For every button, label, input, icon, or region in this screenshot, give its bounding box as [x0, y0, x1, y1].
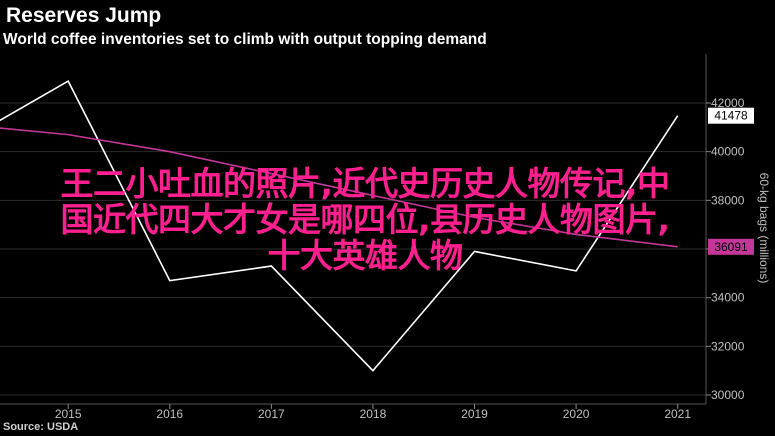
end-label-2: 36091: [708, 238, 754, 255]
x-tick-label: 2019: [461, 407, 488, 421]
x-tick-label: 2016: [156, 407, 183, 421]
end-label-box: [708, 107, 754, 124]
overlay-line-3: 十大英雄人物: [267, 236, 464, 275]
end-labels: 41478 36091: [708, 107, 754, 255]
y-axis-label: 60-kg bags (millions): [757, 173, 771, 284]
end-label-text: 41478: [714, 109, 748, 123]
chart-title: Reserves Jump: [6, 4, 162, 27]
y-tick-label: 40000: [711, 145, 745, 159]
y-tick-label: 32000: [711, 339, 745, 353]
series-line-2: [0, 127, 678, 248]
series-line-1: [0, 79, 679, 372]
overlay-watermark-text: 王二小吐血的照片,近代史历史人物传记,中 国近代四大才女是哪四位,县历史人物图片…: [0, 166, 730, 274]
x-tick-label: 2015: [55, 407, 82, 421]
y-tick-label: 38000: [711, 193, 745, 207]
x-axis: 2015 2016 2017 2018 2019 2020 2021: [55, 404, 691, 421]
x-tick-label: 2020: [563, 407, 590, 421]
overlay-line-2: 国近代四大才女是哪四位,县历史人物图片,: [60, 200, 670, 239]
overlay-line-1: 王二小吐血的照片,近代史历史人物传记,中: [60, 164, 670, 203]
chart-subtitle: World coffee inventories set to climb wi…: [3, 31, 487, 48]
end-label-1: 41478: [708, 107, 754, 124]
x-tick-label: 2021: [664, 407, 691, 421]
end-label-text: 36091: [714, 240, 748, 254]
y-tick-label: 30000: [711, 388, 745, 402]
x-tick-label: 2017: [258, 407, 285, 421]
series-lines: [0, 79, 679, 372]
gridlines: [0, 102, 706, 396]
y-tick-label: 34000: [711, 291, 745, 305]
end-label-box: [708, 238, 754, 255]
y-tick-label: 42000: [711, 96, 745, 110]
source-note: Source: USDA: [3, 421, 79, 433]
x-tick-label: 2018: [360, 407, 387, 421]
